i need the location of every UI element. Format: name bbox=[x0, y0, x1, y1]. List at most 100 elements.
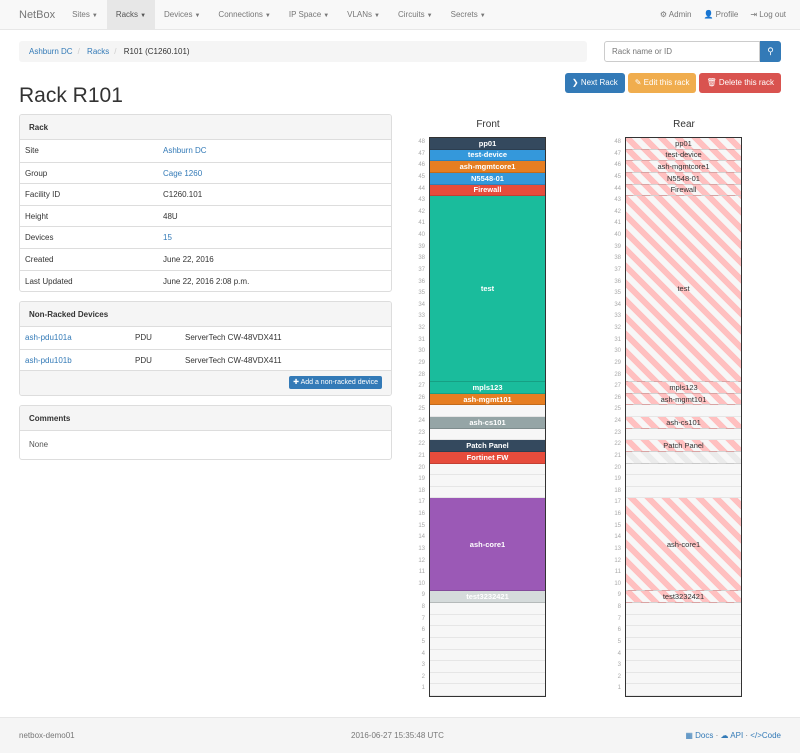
search-button[interactable]: ⚲ bbox=[760, 41, 781, 62]
unit-number: 11 bbox=[614, 569, 621, 576]
rack-unit-slot[interactable] bbox=[626, 429, 741, 441]
attr-value[interactable]: 15 bbox=[163, 233, 172, 243]
caret-down-icon: ▼ bbox=[479, 13, 486, 19]
delete-rack-button[interactable]: 🗑 Delete this rack bbox=[699, 73, 781, 93]
rack-device-rear[interactable]: ash-mgmt101 bbox=[626, 393, 741, 406]
nav-admin[interactable]: ⚙ Admin bbox=[654, 0, 698, 29]
rack-unit-slot[interactable] bbox=[626, 650, 741, 662]
rack-unit-slot[interactable] bbox=[430, 603, 545, 615]
rack-device-rear[interactable]: Firewall bbox=[626, 184, 741, 197]
brand-logo[interactable]: NetBox bbox=[19, 8, 56, 21]
rack-unit-slot[interactable] bbox=[626, 673, 741, 685]
rack-unit-slot[interactable] bbox=[430, 429, 545, 441]
rack-unit-slot[interactable] bbox=[626, 626, 741, 638]
nav-vlans[interactable]: VLANs ▼ bbox=[338, 0, 389, 29]
search-input[interactable] bbox=[604, 41, 760, 62]
attr-key: Devices bbox=[25, 233, 54, 243]
rack-unit-slot[interactable] bbox=[430, 684, 545, 696]
rack-device-front[interactable]: Patch Panel bbox=[430, 440, 545, 452]
device-link[interactable]: ash-pdu101a bbox=[25, 333, 72, 342]
rack-device-rear[interactable]: ash-cs101 bbox=[626, 417, 741, 429]
nav-devices[interactable]: Devices ▼ bbox=[155, 0, 209, 29]
rack-unit-slot[interactable] bbox=[430, 487, 545, 499]
nav-label: IP Space bbox=[288, 10, 322, 19]
rack-unit-slot[interactable] bbox=[626, 405, 741, 417]
rack-unit-slot[interactable] bbox=[430, 626, 545, 638]
rack-unit-slot[interactable] bbox=[626, 475, 741, 487]
rack-device-rear[interactable]: test bbox=[626, 196, 741, 383]
nonracked-row: ash-pdu101a PDU ServerTech CW-48VDX411 bbox=[20, 327, 391, 349]
rack-unit-slot[interactable] bbox=[626, 661, 741, 673]
code-link[interactable]: </>Code bbox=[750, 731, 781, 740]
rack-device-rear[interactable]: pp01 bbox=[626, 138, 741, 150]
rack-unit-slot[interactable] bbox=[430, 673, 545, 685]
unit-number: 39 bbox=[418, 243, 425, 250]
rack-device-rear[interactable]: ash-mgmtcore1 bbox=[626, 161, 741, 173]
rack-device-rear[interactable]: Patch Panel bbox=[626, 440, 741, 452]
unit-number: 12 bbox=[614, 557, 621, 564]
rack-device-front[interactable]: ash-cs101 bbox=[430, 417, 545, 429]
nav-sites[interactable]: Sites ▼ bbox=[63, 0, 107, 29]
rack-unit-slot[interactable] bbox=[626, 464, 741, 476]
rack-unit-slot[interactable] bbox=[430, 661, 545, 673]
rack-device-rear[interactable]: mpls123 bbox=[626, 382, 741, 394]
rack-unit-slot[interactable] bbox=[626, 615, 741, 627]
unit-number: 48 bbox=[418, 139, 425, 145]
rack-unit-slot[interactable] bbox=[430, 405, 545, 417]
api-link[interactable]: ☁ API bbox=[721, 731, 744, 740]
breadcrumb-site[interactable]: Ashburn DC bbox=[29, 47, 73, 56]
rack-device-front[interactable]: test bbox=[430, 196, 545, 383]
device-link[interactable]: ash-pdu101b bbox=[25, 355, 72, 365]
front-label: Front bbox=[476, 119, 500, 130]
rack-device-rear[interactable]: test-device bbox=[626, 149, 741, 162]
rack-unit-slot[interactable] bbox=[430, 464, 545, 476]
device-type: ServerTech CW-48VDX411 bbox=[185, 333, 282, 342]
unit-number: 36 bbox=[614, 278, 621, 285]
rack-unit-slot[interactable] bbox=[626, 684, 741, 696]
nav-ip-space[interactable]: IP Space ▼ bbox=[280, 0, 338, 29]
unit-number: 5 bbox=[617, 638, 621, 645]
rack-unit-slot[interactable] bbox=[430, 650, 545, 662]
cloud-icon: ☁ bbox=[720, 731, 731, 740]
unit-number: 35 bbox=[418, 290, 425, 297]
attr-value: C1260.101 bbox=[163, 190, 203, 200]
add-nonracked-button[interactable]: ✚ Add a non-racked device bbox=[289, 376, 382, 390]
next-rack-button[interactable]: ❯ Next Rack bbox=[564, 73, 625, 93]
breadcrumb-racks[interactable]: Racks bbox=[87, 47, 110, 56]
nav-profile[interactable]: 👤 Profile bbox=[697, 0, 744, 29]
nav-circuits[interactable]: Circuits ▼ bbox=[389, 0, 442, 29]
rack-unit-slot[interactable] bbox=[430, 475, 545, 487]
unit-number: 20 bbox=[614, 464, 621, 471]
rack-device-front[interactable]: pp01 bbox=[430, 138, 545, 150]
docs-link[interactable]: ▦ Docs bbox=[685, 731, 713, 740]
rack-unit-slot[interactable] bbox=[626, 638, 741, 650]
rack-device-front[interactable]: N5548-01 bbox=[430, 172, 545, 185]
rack-device-front[interactable]: ash-mgmt101 bbox=[430, 393, 545, 406]
rack-attr-row: Site Ashburn DC bbox=[20, 140, 391, 162]
unit-number: 40 bbox=[614, 232, 621, 238]
rack-device-front[interactable]: ash-core1 bbox=[430, 498, 545, 592]
attr-value[interactable]: Cage 1260 bbox=[163, 168, 203, 178]
code-label: Code bbox=[761, 731, 781, 740]
rack-device-front[interactable]: Firewall bbox=[430, 184, 545, 197]
rack-device-front[interactable]: test3232421 bbox=[430, 591, 545, 603]
nav-connections[interactable]: Connections ▼ bbox=[209, 0, 279, 29]
rack-unit-slot[interactable] bbox=[430, 615, 545, 627]
rack-device-rear[interactable]: test3232421 bbox=[626, 591, 741, 603]
edit-rack-button[interactable]: ✎ Edit this rack bbox=[627, 73, 697, 93]
breadcrumb-current: R101 (C1260.101) bbox=[123, 47, 190, 56]
rack-device-front[interactable]: test-device bbox=[430, 149, 545, 162]
unit-number: 24 bbox=[614, 418, 621, 424]
attr-value[interactable]: Ashburn DC bbox=[163, 146, 207, 155]
rack-device-rear[interactable]: ash-core1 bbox=[626, 498, 741, 592]
rack-unit-slot[interactable] bbox=[626, 603, 741, 615]
rack-device-front[interactable]: Fortinet FW bbox=[430, 451, 545, 464]
nav-log-out[interactable]: ⇥ Log out bbox=[744, 0, 792, 29]
nav-secrets[interactable]: Secrets ▼ bbox=[442, 0, 495, 29]
rack-device-rear[interactable]: N5548-01 bbox=[626, 172, 741, 185]
nav-racks[interactable]: Racks ▼ bbox=[106, 0, 156, 29]
rack-unit-slot[interactable] bbox=[626, 487, 741, 499]
rack-device-front[interactable]: mpls123 bbox=[430, 382, 545, 394]
rack-unit-slot[interactable] bbox=[430, 638, 545, 650]
rack-device-front[interactable]: ash-mgmtcore1 bbox=[430, 161, 545, 173]
